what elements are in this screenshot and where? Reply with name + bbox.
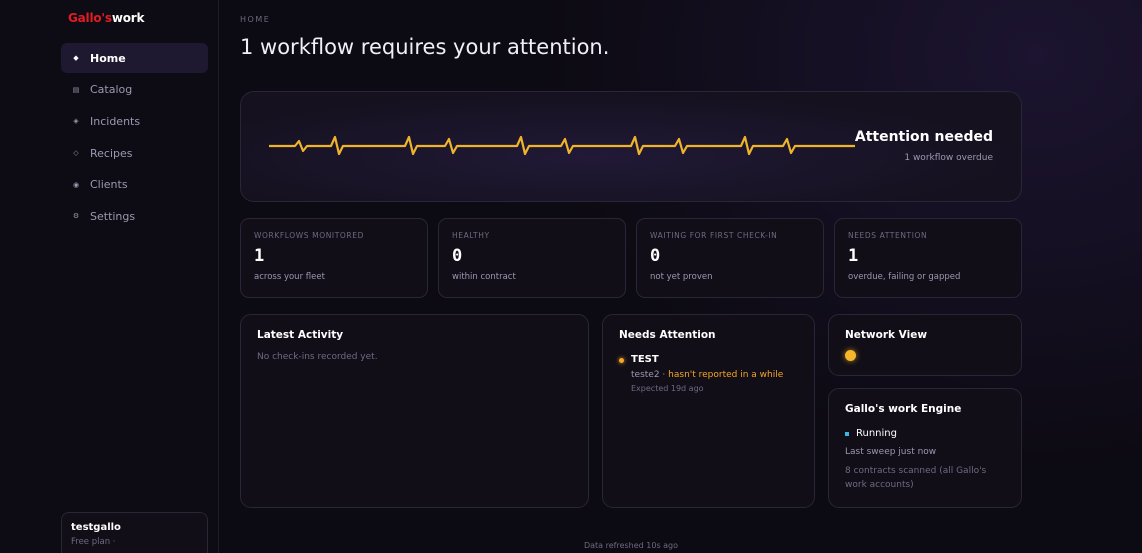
stat-desc: within contract <box>452 272 516 282</box>
page-title: 1 workflow requires your attention. <box>240 35 610 59</box>
engine-status: Running <box>845 428 1005 439</box>
engine-status-label: Running <box>856 428 897 439</box>
incidents-icon: ◈ <box>73 117 79 126</box>
stat-desc: not yet proven <box>650 272 713 282</box>
sidebar-item-label: Catalog <box>90 83 133 97</box>
empty-state-text: No check-ins recorded yet. <box>257 352 378 362</box>
sidebar-item-clients[interactable]: ◉ Clients <box>61 170 208 200</box>
status-text: hasn't reported in a while <box>668 370 784 380</box>
latest-activity-card: Latest Activity No check-ins recorded ye… <box>240 314 589 508</box>
stat-value: 0 <box>452 246 463 266</box>
stat-card-monitored: WORKFLOWS MONITORED 1 across your fleet <box>240 218 428 298</box>
network-view-card[interactable]: Network View <box>828 314 1022 376</box>
stat-card-healthy: HEALTHY 0 within contract <box>438 218 626 298</box>
sidebar-item-recipes[interactable]: ◇ Recipes <box>61 138 208 168</box>
brand-name-part1: Gallo's <box>68 11 112 25</box>
catalog-icon: ▤ <box>72 85 80 94</box>
stat-desc: overdue, failing or gapped <box>848 272 961 282</box>
warning-dot-icon <box>619 358 624 363</box>
list-item[interactable]: TEST teste2 · hasn't reported in a while… <box>619 354 798 393</box>
workflow-status-line: teste2 · hasn't reported in a while <box>631 370 783 380</box>
breadcrumb: HOME <box>240 15 271 24</box>
engine-card: Gallo's work Engine Running Last sweep j… <box>828 388 1022 508</box>
stat-desc: across your fleet <box>254 272 325 282</box>
running-indicator-icon <box>845 431 849 436</box>
stat-label: HEALTHY <box>452 231 490 240</box>
card-title: Gallo's work Engine <box>845 403 962 415</box>
sidebar-item-label: Recipes <box>90 146 133 160</box>
card-title: Needs Attention <box>619 329 716 341</box>
card-title: Latest Activity <box>257 329 344 341</box>
expected-time: Expected 19d ago <box>631 384 704 393</box>
brand-name-part2: work <box>111 11 145 25</box>
sidebar-item-incidents[interactable]: ◈ Incidents <box>61 106 208 136</box>
sidebar-item-label: Settings <box>90 209 136 223</box>
contracts-scanned-text: 8 contracts scanned (all Gallo's work ac… <box>845 466 987 490</box>
stat-card-waiting: WAITING FOR FIRST CHECK-IN 0 not yet pro… <box>636 218 824 298</box>
needs-attention-card: Needs Attention TEST teste2 · hasn't rep… <box>602 314 815 508</box>
recipes-icon: ◇ <box>73 149 79 158</box>
diamond-icon: ◆ <box>73 54 79 62</box>
network-node-dot[interactable] <box>845 350 856 361</box>
attention-hero: Attention needed 1 workflow overdue <box>240 91 1022 202</box>
user-name: testgallo <box>71 522 121 533</box>
client-name: teste2 · <box>631 370 666 380</box>
sidebar-nav: ◆ Home ▤ Catalog ◈ Incidents ◇ Recipes ◉… <box>61 43 208 233</box>
stat-label: WAITING FOR FIRST CHECK-IN <box>650 231 778 240</box>
stat-label: NEEDS ATTENTION <box>848 231 928 240</box>
last-sweep-text: Last sweep just now <box>845 447 937 457</box>
stat-value: 1 <box>254 246 265 266</box>
clients-icon: ◉ <box>72 180 80 189</box>
sidebar-item-home[interactable]: ◆ Home <box>61 43 208 73</box>
workflow-name[interactable]: TEST <box>631 354 659 365</box>
stat-label: WORKFLOWS MONITORED <box>254 231 364 240</box>
heartbeat-line <box>269 135 855 156</box>
sidebar-item-catalog[interactable]: ▤ Catalog <box>61 75 208 105</box>
stats-row: WORKFLOWS MONITORED 1 across your fleet … <box>240 218 1022 298</box>
stat-card-needs-attention: NEEDS ATTENTION 1 overdue, failing or ga… <box>834 218 1022 298</box>
sidebar-item-label: Clients <box>90 178 128 192</box>
heartbeat-graphic <box>269 135 855 156</box>
stat-value: 1 <box>848 246 859 266</box>
user-card[interactable]: testgallo Free plan · <box>61 512 208 553</box>
brand-logo[interactable]: Gallo'swork <box>68 11 144 25</box>
hero-title: Attention needed <box>854 129 993 145</box>
sidebar: Gallo'swork ◆ Home ▤ Catalog ◈ Incidents… <box>0 0 219 553</box>
sidebar-item-label: Incidents <box>90 114 141 128</box>
hero-subtitle: 1 workflow overdue <box>904 153 993 163</box>
stat-value: 0 <box>650 246 661 266</box>
sidebar-item-settings[interactable]: ⚙ Settings <box>61 201 208 231</box>
sidebar-item-label: Home <box>90 51 126 65</box>
user-plan: Free plan · <box>71 537 116 547</box>
data-refreshed-text: Data refreshed 10s ago <box>583 541 679 550</box>
card-title: Network View <box>845 329 928 341</box>
gear-icon: ⚙ <box>72 212 80 221</box>
